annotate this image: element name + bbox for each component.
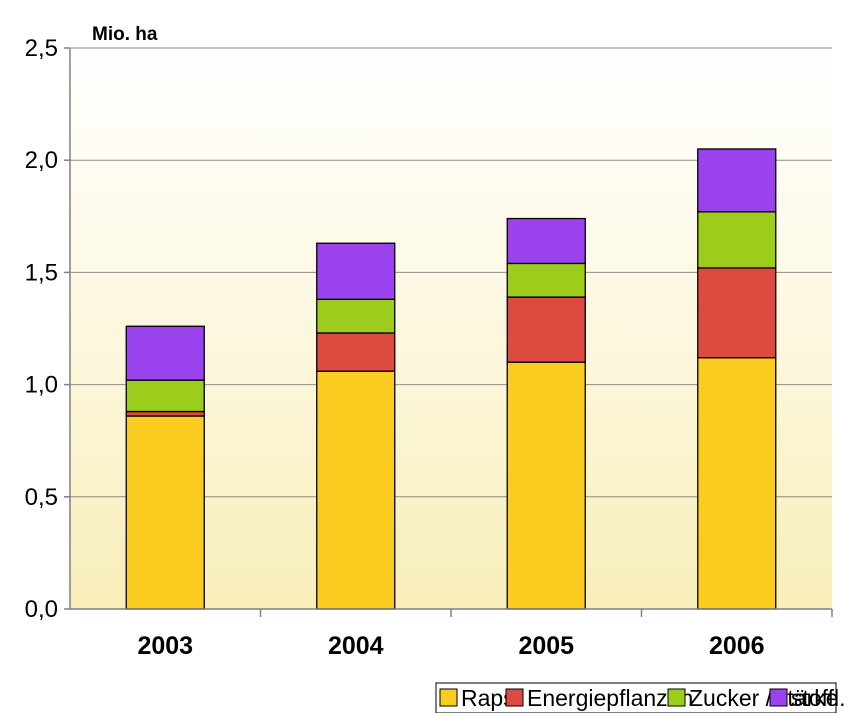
y-tick-label: 1,0 — [25, 372, 58, 399]
y-tick-labels: 0,0 0,5 1,0 1,5 2,0 2,5 — [25, 35, 58, 623]
legend-label: Zucker /Stärke — [689, 685, 839, 711]
bar-segment — [316, 298, 396, 334]
bars — [125, 148, 777, 610]
legend-swatch — [667, 688, 686, 707]
y-tick-label: 0,5 — [25, 484, 58, 511]
legend-swatch — [439, 688, 458, 707]
axes — [64, 47, 833, 617]
bar-segment — [125, 325, 205, 381]
y-tick-label: 2,5 — [25, 35, 58, 62]
y-tick-label: 0,0 — [25, 596, 58, 623]
bar-segment — [316, 370, 396, 610]
unit-label: Mio. ha — [92, 24, 158, 45]
bar-segment — [697, 211, 777, 269]
y-tick-label: 1,5 — [25, 259, 58, 286]
x-tick-label: 2006 — [709, 632, 765, 660]
bar-segment — [697, 148, 777, 213]
y-tick-label: 2,0 — [25, 147, 58, 174]
legend-swatch — [769, 688, 788, 707]
bar-segment — [316, 242, 396, 300]
bar-segment — [506, 361, 586, 610]
bar-segment — [125, 379, 205, 413]
bar-segment — [697, 267, 777, 359]
bar-segment — [506, 217, 586, 265]
bar-segment — [125, 415, 205, 610]
legend-label: Energiepflanzen — [527, 685, 693, 711]
x-tick-label: 2004 — [328, 632, 384, 660]
bar-segment — [316, 332, 396, 372]
legend-label: stoffl. Nutzung — [791, 685, 847, 711]
bar-segment — [506, 296, 586, 363]
x-tick-label: 2003 — [137, 632, 193, 660]
bar-segment — [506, 262, 586, 298]
x-tick-label: 2005 — [518, 632, 574, 660]
bar-segment — [125, 410, 205, 417]
x-tick-labels: 2003 2004 2005 2006 — [137, 632, 764, 660]
legend-swatch — [505, 688, 524, 707]
legend-frame — [435, 682, 837, 713]
bar-segment — [697, 357, 777, 610]
